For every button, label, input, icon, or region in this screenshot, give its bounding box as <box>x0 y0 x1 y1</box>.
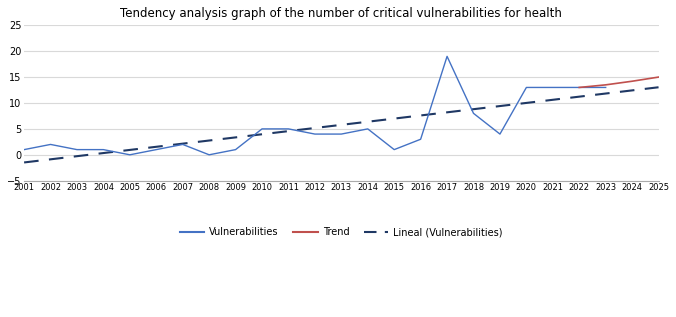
Title: Tendency analysis graph of the number of critical vulnerabilities for health: Tendency analysis graph of the number of… <box>120 7 562 20</box>
Legend: Vulnerabilities, Trend, Lineal (Vulnerabilities): Vulnerabilities, Trend, Lineal (Vulnerab… <box>176 223 506 241</box>
